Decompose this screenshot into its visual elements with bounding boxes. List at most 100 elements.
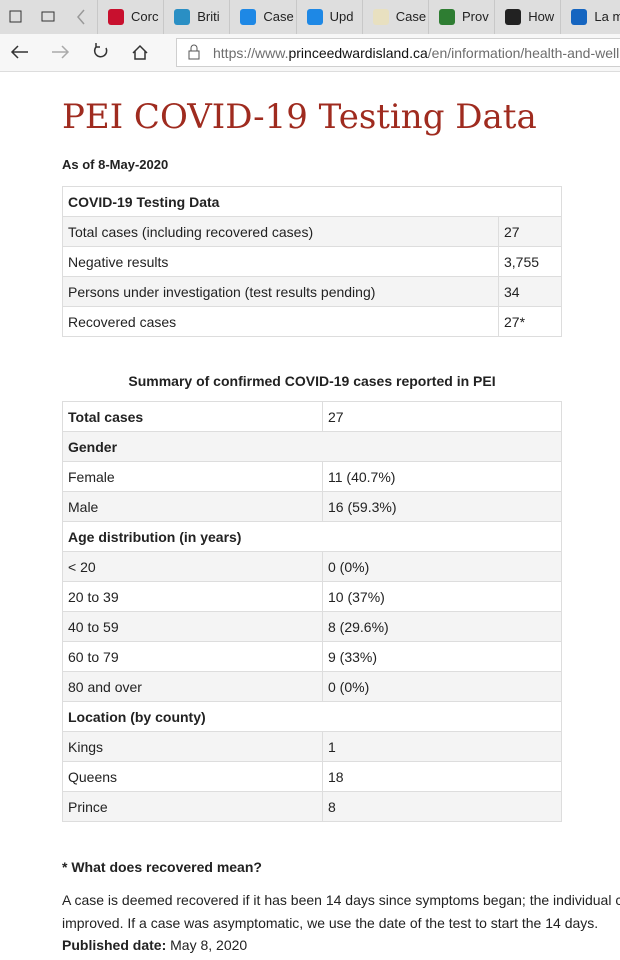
testing-table: COVID-19 Testing Data Total cases (includ… [62, 186, 562, 337]
tab-favicon [306, 9, 323, 25]
scroll-tabs-left[interactable] [77, 9, 85, 25]
url-scheme: https://www. [213, 45, 289, 61]
section-header: Location (by county) [62, 701, 562, 732]
table-row: 60 to 79 9 (33%) [62, 641, 562, 672]
cell-value: 1 [322, 731, 562, 762]
tab-favicon [174, 9, 191, 25]
table-header: COVID-19 Testing Data [62, 186, 562, 217]
cell-label: Persons under investigation (test result… [62, 276, 499, 307]
published-label: Published date: [62, 937, 167, 953]
back-button[interactable] [10, 45, 28, 59]
cell-value: 16 (59.3%) [322, 491, 562, 522]
tab-title: Case [263, 9, 294, 24]
tab-favicon [240, 9, 257, 25]
tab-actions-icon[interactable] [9, 10, 22, 23]
published: Published date: May 8, 2020 [62, 937, 247, 953]
browser-tab[interactable]: Case [361, 0, 428, 34]
cell-value: 8 [322, 791, 562, 822]
table-row: COVID-19 Testing Data [62, 186, 562, 217]
table-row: Negative results 3,755 [62, 246, 562, 277]
summary-table: Total cases 27 Gender Female 11 (40.7%) Male 1… [62, 401, 562, 822]
cell-value: 0 (0%) [322, 671, 562, 702]
tab-controls [9, 9, 85, 25]
cell-label: Male [62, 491, 323, 522]
browser-tab[interactable]: How [494, 0, 560, 34]
cell-label: 20 to 39 [62, 581, 323, 612]
url-text: https://www.princeedwardisland.ca/en/inf… [213, 45, 620, 61]
table-row: 20 to 39 10 (37%) [62, 581, 562, 612]
browser-tab[interactable]: Upd [295, 0, 362, 34]
browser-tab[interactable]: La m [560, 0, 620, 34]
table-row: Prince 8 [62, 791, 562, 822]
browser-tab[interactable]: Case [229, 0, 295, 34]
cell-label: Kings [62, 731, 323, 762]
table-row: Total cases (including recovered cases) 2… [62, 216, 562, 247]
forward-button[interactable] [52, 45, 70, 59]
web-content: PEI COVID-19 Testing Data As of 8-May-20… [0, 71, 620, 960]
table-row: Female 11 (40.7%) [62, 461, 562, 492]
table-row: Total cases 27 [62, 401, 562, 432]
tab-title: Case [395, 9, 427, 24]
browser-tab[interactable]: Corc [97, 0, 163, 34]
table-row: Location (by county) [62, 701, 562, 732]
tab-title: Briti [197, 9, 220, 24]
footnote-line: A case is deemed recovered if it has bee… [62, 892, 620, 908]
tab-favicon [439, 9, 455, 25]
table-row: Gender [62, 431, 562, 462]
cell-value: 8 (29.6%) [322, 611, 562, 642]
cell-label: Prince [62, 791, 323, 822]
tab-favicon [571, 9, 588, 25]
published-date: May 8, 2020 [170, 937, 248, 953]
home-button[interactable] [132, 44, 148, 60]
cell-label: Total cases [62, 401, 323, 432]
cell-label: 60 to 79 [62, 641, 323, 672]
cell-label: Queens [62, 761, 323, 792]
cell-label: Negative results [62, 246, 499, 277]
cell-value: 34 [498, 276, 562, 307]
table-row: 40 to 59 8 (29.6%) [62, 611, 562, 642]
set-aside-icon[interactable] [41, 11, 55, 22]
footnote-heading: * What does recovered mean? [62, 859, 262, 875]
url-field[interactable]: https://www.princeedwardisland.ca/en/inf… [176, 38, 620, 67]
cell-value: 18 [322, 761, 562, 792]
page-title: PEI COVID-19 Testing Data [62, 97, 537, 137]
as-of-date: As of 8-May-2020 [62, 157, 169, 172]
nav-buttons [10, 43, 148, 60]
cell-value: 10 (37%) [322, 581, 562, 612]
cell-value: 3,755 [498, 246, 562, 277]
cell-label: Female [62, 461, 323, 492]
tab-title: Prov [462, 9, 489, 24]
cell-value: 0 (0%) [322, 551, 562, 582]
tab-favicon [108, 9, 124, 25]
table-row: 80 and over 0 (0%) [62, 671, 562, 702]
cell-label: < 20 [62, 551, 323, 582]
summary-caption: Summary of confirmed COVID-19 cases repo… [128, 373, 496, 389]
browser-tab[interactable]: Briti [163, 0, 229, 34]
tab-title: Corc [131, 9, 159, 24]
lock-icon [188, 44, 200, 60]
section-header: Gender [62, 431, 562, 462]
cell-label: 80 and over [62, 671, 323, 702]
table-row: Persons under investigation (test result… [62, 276, 562, 307]
cell-value: 27 [498, 216, 562, 247]
footnote-line: improved. If a case was asymptomatic, we… [62, 915, 599, 931]
cell-label: 40 to 59 [62, 611, 323, 642]
table-row: Kings 1 [62, 731, 562, 762]
cell-value: 27* [498, 306, 562, 337]
browser-tab[interactable]: Prov [428, 0, 494, 34]
cell-value: 11 (40.7%) [322, 461, 562, 492]
refresh-button[interactable] [93, 43, 108, 58]
table-row: Age distribution (in years) [62, 521, 562, 552]
section-header: Age distribution (in years) [62, 521, 562, 552]
cell-label: Recovered cases [62, 306, 499, 337]
cell-value: 9 (33%) [322, 641, 562, 672]
tab-title: La m [594, 9, 620, 24]
table-row: Recovered cases 27* [62, 306, 562, 337]
url-path: /en/information/health-and-wellnes [427, 45, 620, 61]
tab-title: Upd [329, 9, 354, 24]
url-domain: princeedwardisland.ca [288, 45, 428, 61]
address-bar: https://www.princeedwardisland.ca/en/inf… [0, 34, 620, 72]
tab-favicon [505, 9, 522, 25]
tab-bar: Corc Briti Case Upd Case Prov How La m [0, 0, 620, 34]
